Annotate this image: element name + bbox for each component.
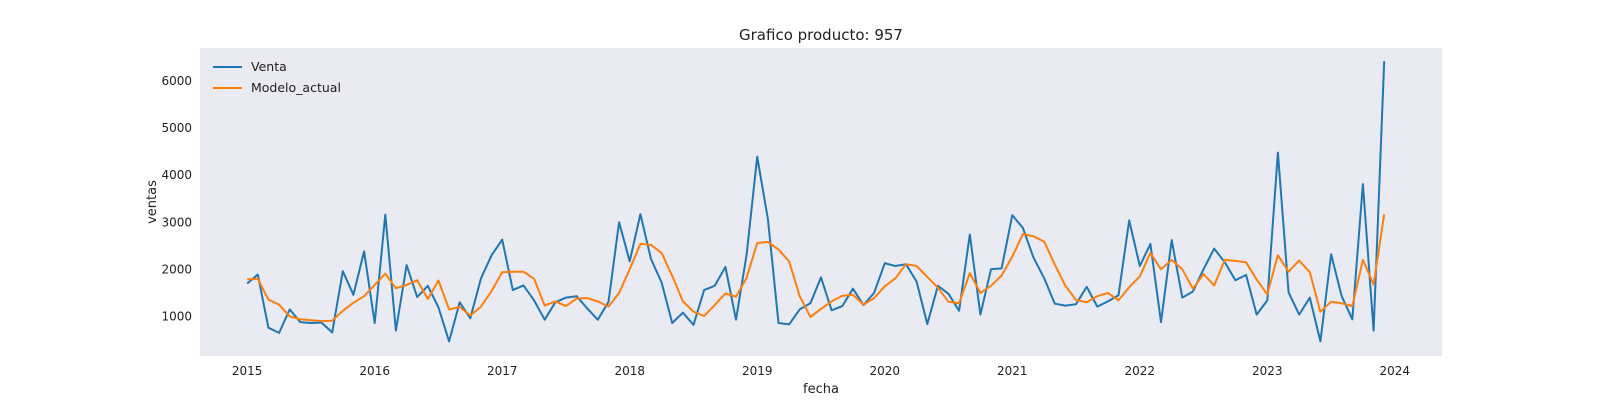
x-axis-label: fecha — [803, 382, 839, 397]
legend-label-venta: Venta — [251, 59, 287, 74]
tick-layer: 2015 2016 2017 2018 2019 2020 2021 2022 2023 2024… — [161, 74, 1410, 378]
x-tick-label: 2022 — [1125, 364, 1156, 378]
x-tick-label: 2021 — [997, 364, 1028, 378]
x-tick-label: 2019 — [742, 364, 773, 378]
legend-label-modelo-actual: Modelo_actual — [251, 80, 341, 95]
x-tick-label: 2016 — [359, 364, 390, 378]
x-tick-label: 2015 — [232, 364, 263, 378]
plot-area — [200, 48, 1442, 356]
x-tick-label: 2018 — [614, 364, 645, 378]
y-tick-label: 2000 — [161, 262, 192, 276]
y-tick-label: 5000 — [161, 121, 192, 135]
chart-title: Grafico producto: 957 — [739, 26, 903, 44]
legend: Venta Modelo_actual — [213, 59, 341, 95]
y-tick-label: 3000 — [161, 215, 192, 229]
y-axis-label: ventas — [145, 180, 160, 224]
series-layer — [246, 61, 1386, 343]
y-tick-label: 6000 — [161, 74, 192, 88]
series-line-modelo-actual — [247, 214, 1386, 323]
x-tick-label: 2023 — [1252, 364, 1283, 378]
x-tick-label: 2024 — [1380, 364, 1411, 378]
y-tick-label: 4000 — [161, 168, 192, 182]
x-tick-label: 2020 — [869, 364, 900, 378]
x-tick-label: 2017 — [487, 364, 518, 378]
y-tick-label: 1000 — [161, 309, 192, 323]
